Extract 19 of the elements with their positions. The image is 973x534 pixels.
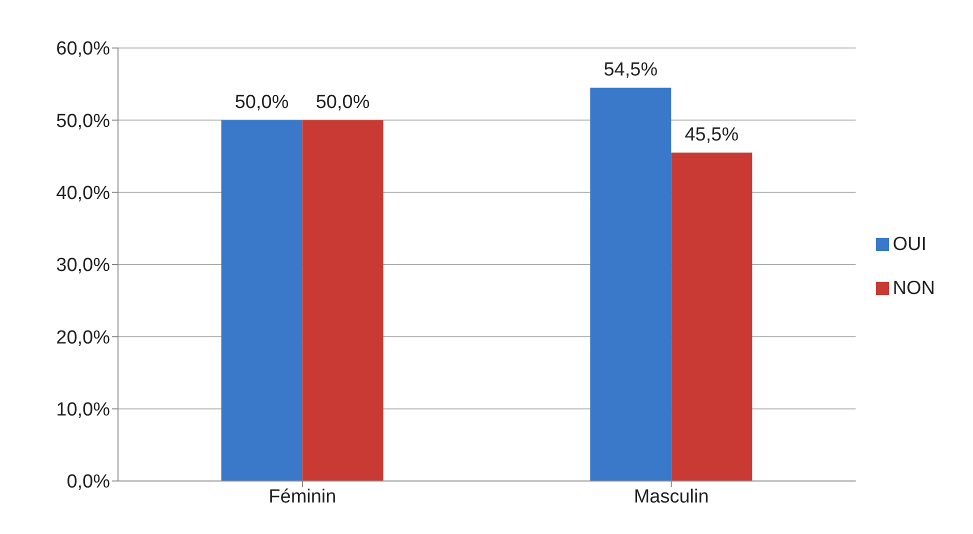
data-label: 54,5% <box>604 60 658 81</box>
data-label: 50,0% <box>316 92 370 114</box>
x-tick-label: Masculin <box>634 486 709 508</box>
y-tick-label: 40,0% <box>56 183 110 204</box>
y-tick-label: 30,0% <box>56 255 110 276</box>
y-tick-label: 50,0% <box>56 110 110 132</box>
bar <box>671 152 752 481</box>
y-tick-label: 60,0% <box>56 38 110 60</box>
bar <box>221 120 302 481</box>
x-tick-label: Féminin <box>268 486 336 508</box>
legend-label: OUI <box>892 234 927 255</box>
legend-label: NON <box>892 278 935 299</box>
bar <box>590 88 672 481</box>
y-tick-label: 0,0% <box>66 472 110 493</box>
y-tick-label: 10,0% <box>56 400 110 421</box>
bar <box>302 120 384 481</box>
data-label: 50,0% <box>234 92 289 114</box>
data-label: 45,5% <box>684 124 739 146</box>
y-tick-label: 20,0% <box>56 327 110 348</box>
